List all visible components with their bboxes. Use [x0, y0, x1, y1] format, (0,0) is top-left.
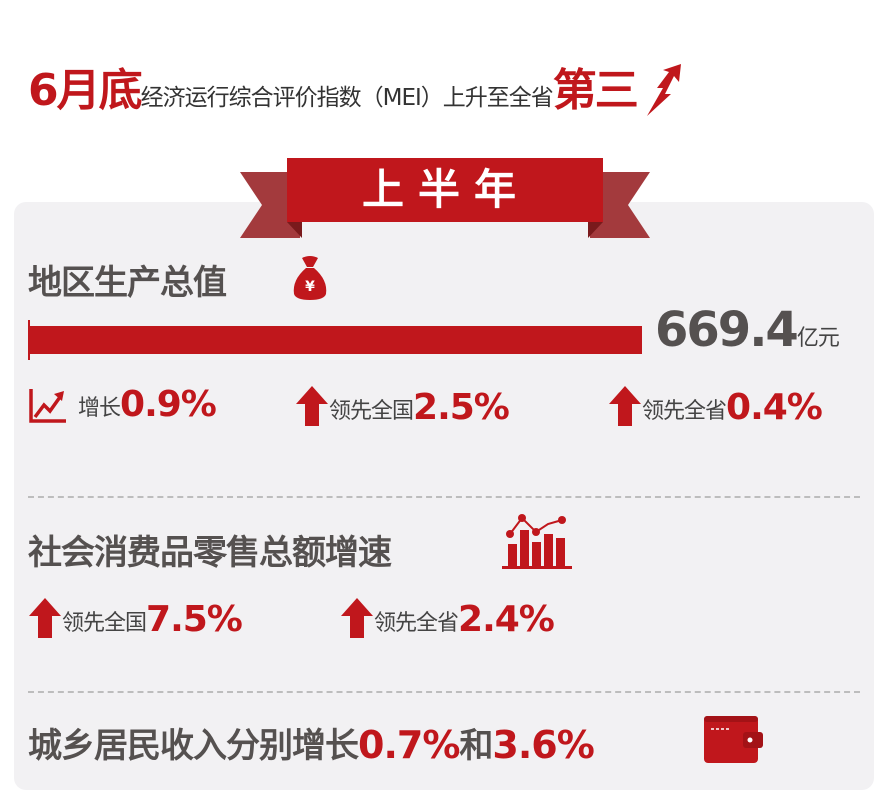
stat-value: 0.9% — [120, 384, 217, 425]
wallet-icon — [704, 716, 763, 763]
stat-value: 7.5% — [146, 599, 243, 640]
headline-rank: 第三 — [552, 65, 639, 116]
retail-stat-province: 领先全省 2.4% — [340, 596, 555, 640]
income-title: 城乡居民收入分别增长 — [28, 726, 359, 766]
bar-line-chart-icon — [502, 514, 572, 569]
gdp-stat-growth: 增长 0.9% — [28, 384, 217, 425]
divider — [28, 691, 860, 693]
gdp-unit: 亿元 — [796, 326, 840, 351]
arrow-up-icon — [341, 598, 373, 638]
headline: 6月底 经济运行综合评价指数（MEI）上升至全省 第三 — [28, 58, 683, 118]
arrow-up-icon — [29, 598, 61, 638]
money-bag-icon: ¥ — [293, 256, 327, 300]
gdp-value: 669.4 亿元 — [655, 302, 840, 358]
stat-label: 增长 — [78, 396, 121, 421]
retail-stat-national: 领先全国 7.5% — [28, 596, 243, 640]
svg-text:¥: ¥ — [305, 279, 315, 295]
stat-label: 领先全省 — [642, 399, 727, 424]
retail-title: 社会消费品零售总额增速 — [28, 533, 392, 573]
divider — [28, 496, 860, 498]
stat-value: 2.4% — [458, 599, 555, 640]
arrow-up-icon — [296, 386, 328, 426]
arrow-up-icon — [609, 386, 641, 426]
stat-label: 领先全国 — [329, 399, 414, 424]
headline-middle: 经济运行综合评价指数（MEI）上升至全省 — [140, 85, 554, 111]
stat-value: 2.5% — [413, 387, 510, 428]
gdp-bar — [28, 326, 642, 354]
gdp-amount: 669.4 — [655, 302, 799, 358]
trend-chart-icon — [29, 389, 66, 423]
gdp-title: 地区生产总值 — [28, 263, 227, 303]
headline-prefix: 6月底 — [28, 65, 143, 116]
stat-value: 0.4% — [726, 387, 823, 428]
gdp-stat-national: 领先全国 2.5% — [295, 384, 510, 428]
stat-label: 领先全省 — [374, 611, 459, 636]
ribbon-label: 上半年 — [361, 165, 530, 214]
stat-label: 领先全国 — [62, 611, 147, 636]
rising-arrow-icon — [646, 64, 681, 116]
income-line: 城乡居民收入分别增长 0.7% 和 3.6% — [28, 718, 595, 767]
income-joiner: 和 — [459, 726, 493, 766]
ribbon-banner — [240, 158, 650, 238]
income-value-2: 3.6% — [492, 723, 594, 767]
gdp-stat-province: 领先全省 0.4% — [608, 384, 823, 428]
income-value-1: 0.7% — [358, 723, 460, 767]
